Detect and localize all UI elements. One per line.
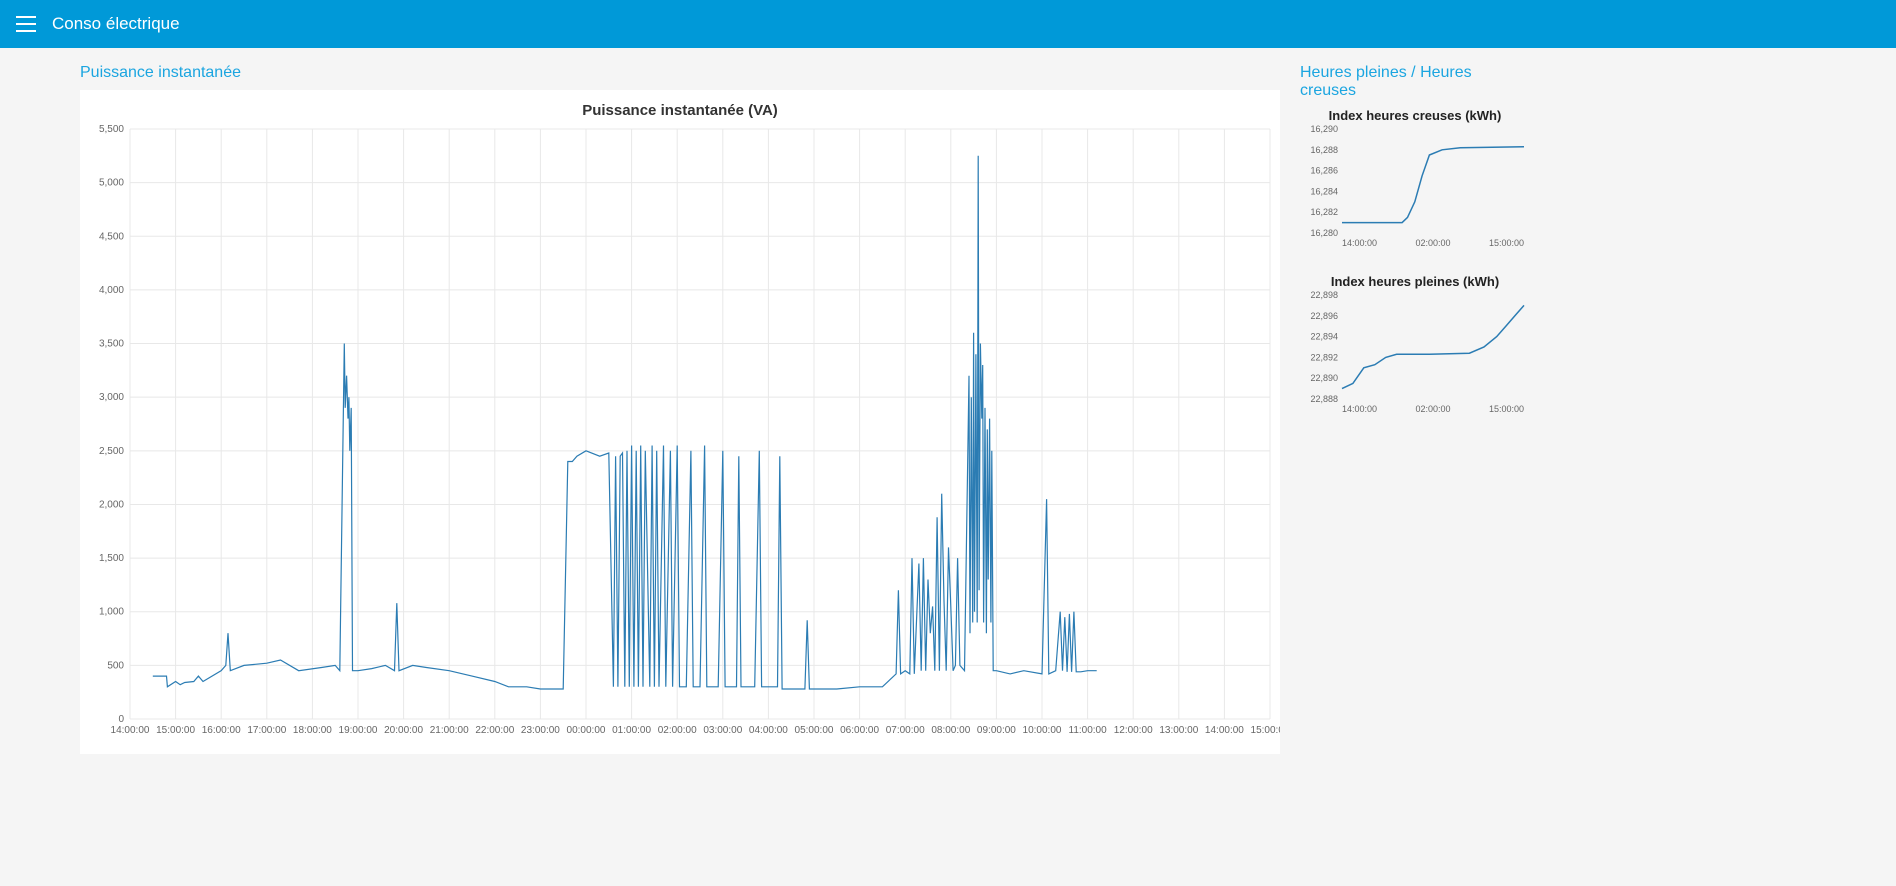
svg-text:15:00:00: 15:00:00 bbox=[156, 725, 195, 736]
svg-text:5,500: 5,500 bbox=[99, 124, 124, 135]
side-section-title: Heures pleines / Heures creuses bbox=[1300, 64, 1530, 100]
svg-text:05:00:00: 05:00:00 bbox=[795, 725, 834, 736]
svg-text:04:00:00: 04:00:00 bbox=[749, 725, 788, 736]
svg-text:15:00:00: 15:00:00 bbox=[1251, 725, 1280, 736]
svg-text:3,000: 3,000 bbox=[99, 392, 124, 403]
main-chart-title: Puissance instantanée (VA) bbox=[80, 90, 1280, 119]
svg-text:08:00:00: 08:00:00 bbox=[931, 725, 970, 736]
hc-chart-title: Index heures creuses (kWh) bbox=[1300, 108, 1530, 123]
svg-text:22,894: 22,894 bbox=[1310, 332, 1338, 342]
svg-text:5,000: 5,000 bbox=[99, 178, 124, 189]
svg-text:16,282: 16,282 bbox=[1310, 207, 1338, 217]
svg-text:09:00:00: 09:00:00 bbox=[977, 725, 1016, 736]
svg-text:14:00:00: 14:00:00 bbox=[1205, 725, 1244, 736]
svg-text:16,290: 16,290 bbox=[1310, 124, 1338, 134]
svg-text:00:00:00: 00:00:00 bbox=[567, 725, 606, 736]
svg-text:16,288: 16,288 bbox=[1310, 145, 1338, 155]
svg-text:01:00:00: 01:00:00 bbox=[612, 725, 651, 736]
main-panel: Puissance instantanée Puissance instanta… bbox=[80, 64, 1280, 754]
hp-index-chart[interactable]: 22,888 22,890 22,892 22,894 22,896 22,898 14:0… bbox=[1300, 289, 1530, 419]
svg-text:4,500: 4,500 bbox=[99, 231, 124, 242]
svg-text:1,000: 1,000 bbox=[99, 607, 124, 618]
svg-text:2,000: 2,000 bbox=[99, 499, 124, 510]
svg-text:16,280: 16,280 bbox=[1310, 228, 1338, 238]
svg-text:23:00:00: 23:00:00 bbox=[521, 725, 560, 736]
hamburger-menu-icon[interactable] bbox=[16, 16, 36, 32]
svg-text:18:00:00: 18:00:00 bbox=[293, 725, 332, 736]
svg-text:03:00:00: 03:00:00 bbox=[703, 725, 742, 736]
svg-text:16,284: 16,284 bbox=[1310, 186, 1338, 196]
side-panel: Heures pleines / Heures creuses Index he… bbox=[1300, 64, 1530, 754]
svg-text:3,500: 3,500 bbox=[99, 339, 124, 350]
svg-text:12:00:00: 12:00:00 bbox=[1114, 725, 1153, 736]
hc-index-chart[interactable]: 16,280 16,282 16,284 16,286 16,288 16,290 14:0… bbox=[1300, 123, 1530, 253]
svg-text:16:00:00: 16:00:00 bbox=[202, 725, 241, 736]
svg-text:22,888: 22,888 bbox=[1310, 394, 1338, 404]
svg-text:22,896: 22,896 bbox=[1310, 311, 1338, 321]
svg-text:0: 0 bbox=[118, 714, 124, 725]
svg-text:11:00:00: 11:00:00 bbox=[1069, 725, 1108, 736]
svg-text:4,000: 4,000 bbox=[99, 285, 124, 296]
svg-text:22,890: 22,890 bbox=[1310, 373, 1338, 383]
main-chart-container: Puissance instantanée (VA) 0 500 1,000 1,50… bbox=[80, 90, 1280, 754]
svg-text:500: 500 bbox=[107, 660, 124, 671]
hc-chart-container: Index heures creuses (kWh) 16,28016,2821… bbox=[1300, 108, 1530, 258]
svg-text:19:00:00: 19:00:00 bbox=[339, 725, 378, 736]
svg-text:14:00:00: 14:00:00 bbox=[1342, 404, 1377, 414]
svg-text:17:00:00: 17:00:00 bbox=[247, 725, 286, 736]
svg-text:2,500: 2,500 bbox=[99, 446, 124, 457]
svg-text:07:00:00: 07:00:00 bbox=[886, 725, 925, 736]
power-chart[interactable]: 0 500 1,000 1,500 2,000 2,500 3,000 3,500 4,000 4… bbox=[80, 119, 1280, 749]
hp-chart-container: Index heures pleines (kWh) 22,88822,8902… bbox=[1300, 274, 1530, 424]
svg-text:10:00:00: 10:00:00 bbox=[1023, 725, 1062, 736]
svg-text:06:00:00: 06:00:00 bbox=[840, 725, 879, 736]
app-header: Conso électrique bbox=[0, 0, 1896, 48]
svg-text:16,286: 16,286 bbox=[1310, 166, 1338, 176]
svg-text:21:00:00: 21:00:00 bbox=[430, 725, 469, 736]
svg-text:02:00:00: 02:00:00 bbox=[1415, 238, 1450, 248]
svg-text:14:00:00: 14:00:00 bbox=[1342, 238, 1377, 248]
svg-text:14:00:00: 14:00:00 bbox=[111, 725, 150, 736]
svg-text:1,500: 1,500 bbox=[99, 553, 124, 564]
svg-text:13:00:00: 13:00:00 bbox=[1159, 725, 1198, 736]
main-section-title: Puissance instantanée bbox=[80, 64, 1280, 82]
svg-text:15:00:00: 15:00:00 bbox=[1489, 238, 1524, 248]
svg-text:22,892: 22,892 bbox=[1310, 352, 1338, 362]
svg-text:02:00:00: 02:00:00 bbox=[658, 725, 697, 736]
app-title: Conso électrique bbox=[52, 14, 180, 34]
content-area: Puissance instantanée Puissance instanta… bbox=[0, 48, 1896, 754]
svg-text:15:00:00: 15:00:00 bbox=[1489, 404, 1524, 414]
svg-text:22:00:00: 22:00:00 bbox=[475, 725, 514, 736]
svg-text:20:00:00: 20:00:00 bbox=[384, 725, 423, 736]
svg-text:02:00:00: 02:00:00 bbox=[1415, 404, 1450, 414]
hp-chart-title: Index heures pleines (kWh) bbox=[1300, 274, 1530, 289]
svg-text:22,898: 22,898 bbox=[1310, 290, 1338, 300]
